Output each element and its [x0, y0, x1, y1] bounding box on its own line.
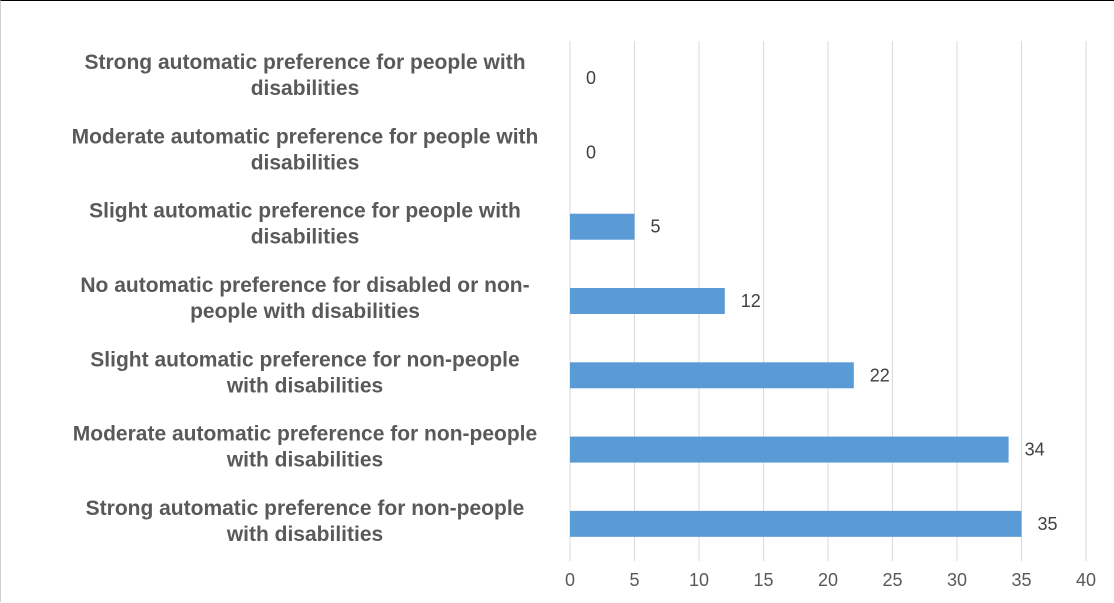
- category-label-line: Moderate automatic preference for non-pe…: [73, 423, 537, 446]
- category-label-line: Slight automatic preference for people w…: [89, 200, 521, 223]
- category-label-line: Strong automatic preference for people w…: [84, 51, 525, 74]
- x-tick-label: 0: [565, 570, 575, 590]
- x-tick-label: 30: [947, 570, 967, 590]
- data-label: 0: [586, 142, 596, 162]
- data-labels: 0 0 5 12 22 34 35: [586, 68, 1058, 534]
- data-label: 22: [870, 365, 890, 385]
- bar: [570, 288, 725, 314]
- x-tick-label: 15: [753, 570, 773, 590]
- x-tick-label: 25: [882, 570, 902, 590]
- bar: [570, 362, 854, 389]
- category-label-line: with disabilities: [226, 523, 383, 546]
- category-labels: Strong automatic preference for people w…: [72, 51, 539, 546]
- category-label-line: Slight automatic preference for non-peop…: [90, 348, 519, 371]
- category-label-line: people with disabilities: [190, 300, 420, 323]
- data-label: 0: [586, 68, 596, 88]
- category-label-line: disabilities: [251, 151, 360, 174]
- bar: [570, 510, 1022, 537]
- x-tick-label: 40: [1076, 570, 1096, 590]
- category-label-line: with disabilities: [226, 374, 383, 397]
- category-label-line: Strong automatic preference for non-peop…: [86, 497, 525, 520]
- data-label: 5: [651, 217, 661, 237]
- category-label-line: Moderate automatic preference for people…: [72, 125, 539, 148]
- x-tick-label: 20: [818, 570, 838, 590]
- gridlines: [569, 41, 1087, 561]
- x-axis-tick-labels: 0 5 10 15 20 25 30 35 40: [565, 570, 1096, 590]
- data-label: 12: [741, 291, 761, 311]
- x-tick-label: 10: [689, 570, 709, 590]
- category-label-line: disabilities: [251, 77, 360, 100]
- category-label-line: No automatic preference for disabled or …: [80, 274, 529, 297]
- category-label-line: disabilities: [251, 226, 360, 249]
- category-label-line: with disabilities: [226, 449, 383, 472]
- bar: [570, 436, 1009, 463]
- data-label: 34: [1025, 440, 1045, 460]
- x-tick-label: 5: [629, 570, 639, 590]
- data-label: 35: [1038, 514, 1058, 534]
- x-tick-label: 35: [1011, 570, 1031, 590]
- bar: [570, 213, 635, 240]
- bars: [570, 213, 1022, 537]
